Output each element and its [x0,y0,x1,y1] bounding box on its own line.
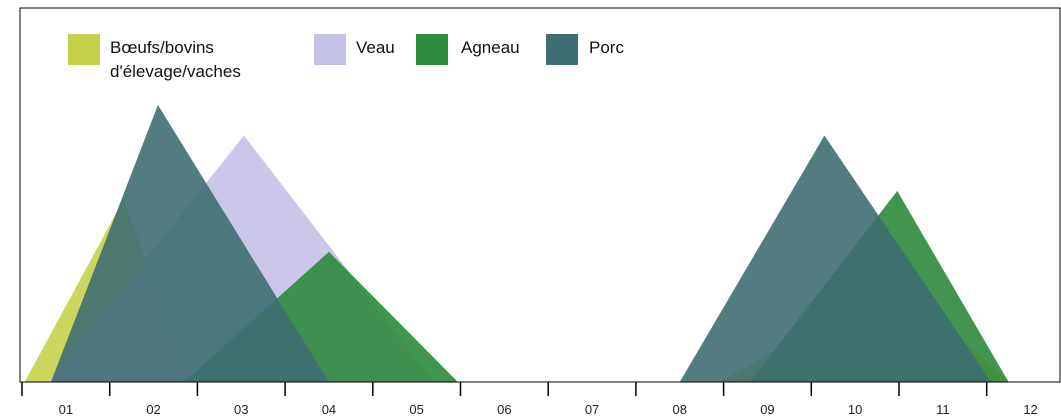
x-tick-label: 01 [59,402,73,417]
x-tick-label: 12 [1023,402,1037,417]
x-tick-label: 09 [760,402,774,417]
legend: Bœufs/bovins d'élevage/vaches Veau Agneau Po… [68,34,624,81]
legend-label: Agneau [461,38,520,57]
x-tick-label: 06 [497,402,511,417]
x-tick-label: 03 [234,402,248,417]
legend-label: Veau [356,38,395,57]
x-axis-ticks: 01 02 03 04 05 06 07 08 09 10 11 12 [21,382,1038,417]
chart-areas [24,105,1010,382]
x-tick-label: 10 [848,402,862,417]
legend-label: Porc [589,38,624,57]
legend-swatch [68,34,100,65]
x-tick-label: 08 [673,402,687,417]
legend-label: Bœufs/bovins [110,38,214,57]
x-tick-label: 05 [409,402,423,417]
area-3-1 [679,135,992,382]
legend-swatch [314,34,346,65]
legend-label: d'élevage/vaches [110,62,241,81]
x-tick-label: 02 [146,402,160,417]
x-tick-label: 11 [936,402,950,417]
area-3-0 [50,105,329,382]
x-tick-label: 04 [322,402,336,417]
legend-swatch [546,34,578,65]
x-tick-label: 07 [585,402,599,417]
legend-swatch [416,34,448,65]
